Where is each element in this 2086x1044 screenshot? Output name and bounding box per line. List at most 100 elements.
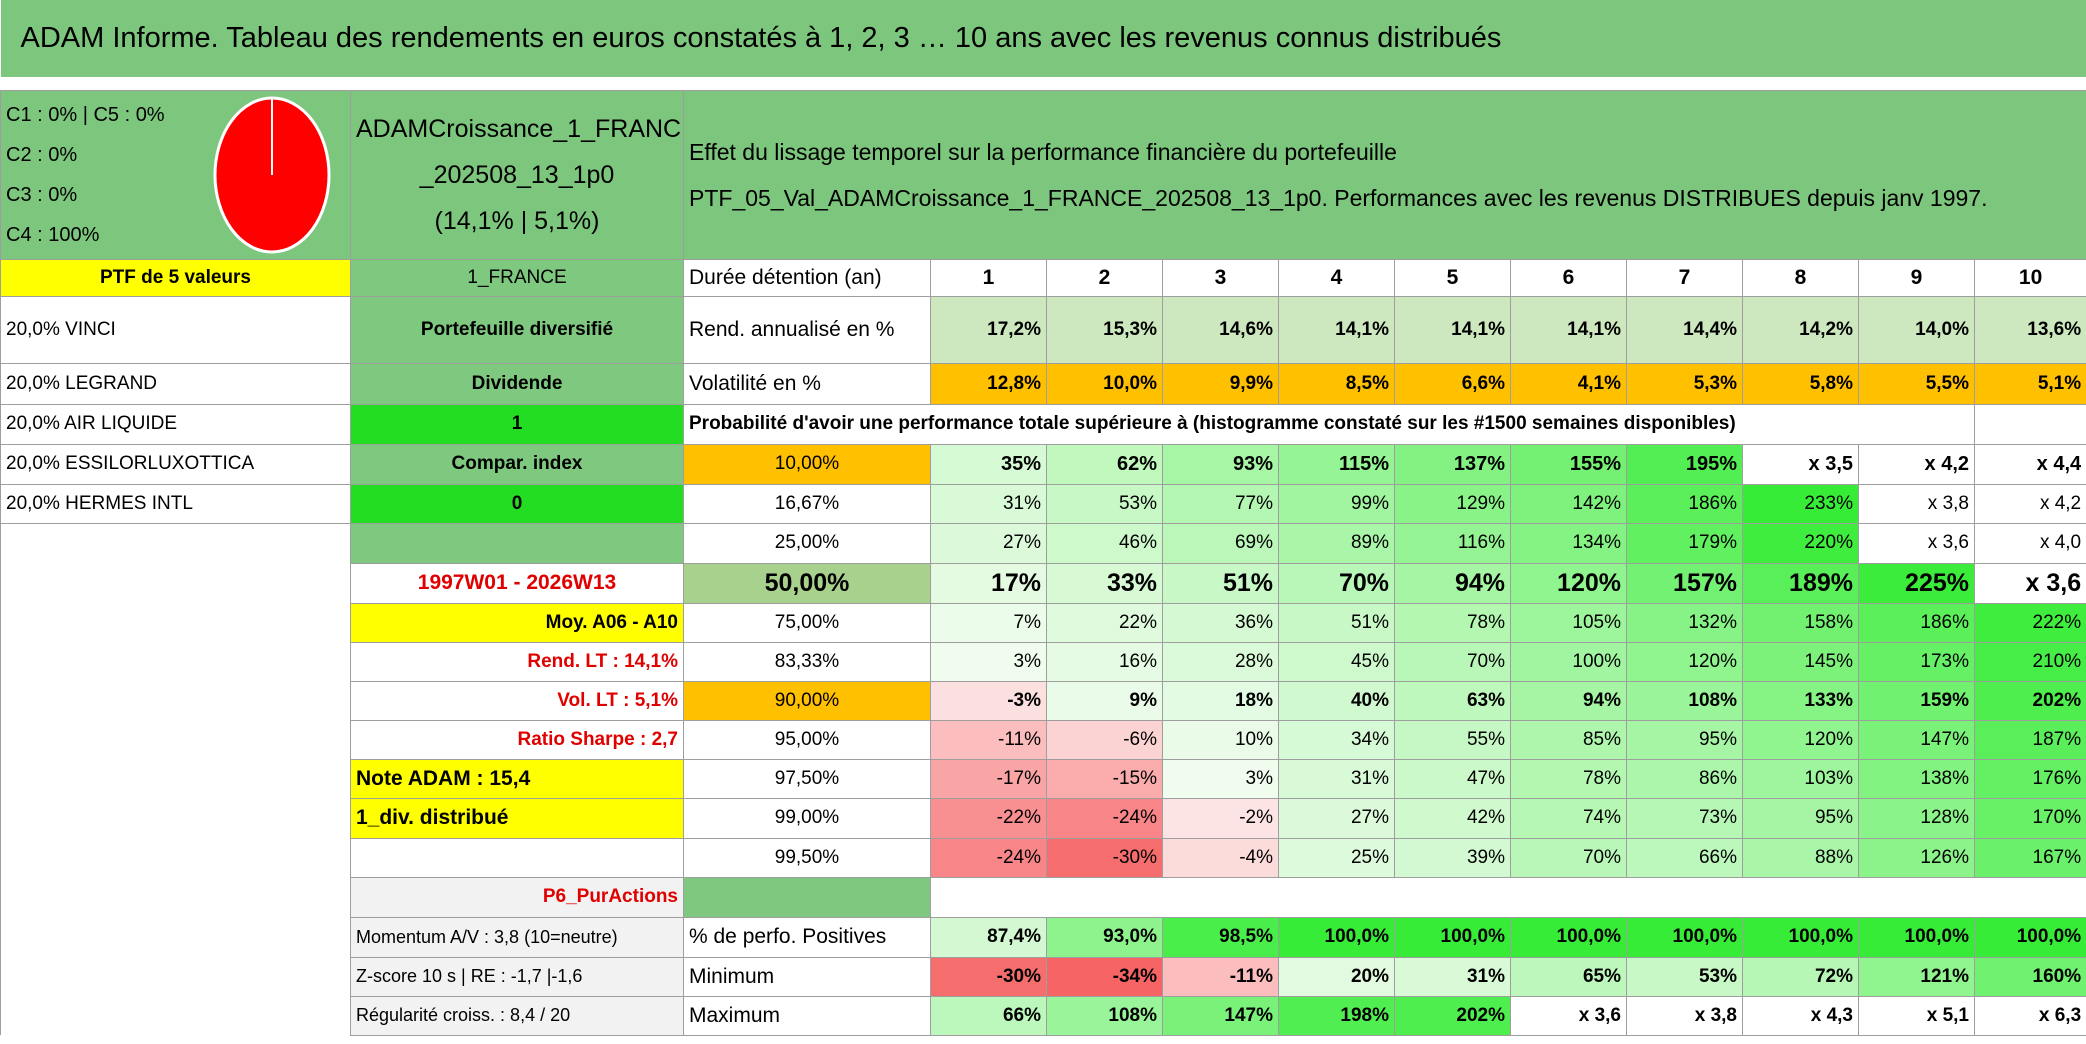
value-cell: 134% xyxy=(1510,522,1627,564)
label-cell xyxy=(683,876,931,918)
value-cell: 87,4% xyxy=(930,916,1047,958)
value-cell: 7 xyxy=(1626,258,1743,297)
allocation: C1 : 0% | C5 : 0% C2 : 0% C3 : 0% C4 : 1… xyxy=(0,89,351,260)
holding-cell: 20,0% HERMES INTL xyxy=(0,483,351,524)
value-cell: 10 xyxy=(1973,258,2086,297)
holding-cell xyxy=(0,720,351,759)
info-cell: Moy. A06 - A10 xyxy=(350,602,684,643)
allocation-line: C4 : 100% xyxy=(6,223,100,246)
value-cell: 220% xyxy=(1742,522,1859,564)
value-cell: 17% xyxy=(930,562,1047,604)
label-cell: Minimum xyxy=(683,956,931,997)
holding-cell xyxy=(0,798,351,838)
label-cell: 97,50% xyxy=(683,758,931,799)
table-row: Note ADAM : 15,4 97,50% -17% -15% 3% 31% 47% 78… xyxy=(0,758,2086,799)
info-cell: 1_FRANCE xyxy=(350,258,684,297)
value-cell: 14,4% xyxy=(1626,295,1743,364)
value-cell: 198% xyxy=(1278,995,1395,1036)
value-cell: 133% xyxy=(1742,680,1859,721)
value-cell: x 4,2 xyxy=(1973,483,2086,524)
value-cell: 98,5% xyxy=(1162,916,1279,958)
label-cell: Volatilité en % xyxy=(683,362,931,405)
value-cell: 25% xyxy=(1278,837,1395,878)
label-cell: 99,00% xyxy=(683,797,931,839)
label-cell: 75,00% xyxy=(683,602,931,643)
table-row: 20,0% LEGRAND Dividende Volatilité en % 12,… xyxy=(0,362,2086,405)
table-row: 99,50% -24% -30% -4% 25% 39% 70% 66% 88% 126% 167% xyxy=(0,837,2086,878)
info-cell: Note ADAM : 15,4 xyxy=(350,758,684,799)
value-cell: 173% xyxy=(1858,641,1975,682)
value-cell: 18% xyxy=(1162,680,1279,721)
holding-cell: 20,0% AIR LIQUIDE xyxy=(0,403,351,445)
value-cell: 1 xyxy=(930,258,1047,297)
info-cell: Momentum A/V : 3,8 (10=neutre) xyxy=(350,916,684,958)
value-cell: x 3,6 xyxy=(1973,562,2086,604)
info-cell: P6_PurActions xyxy=(350,876,684,918)
table-row: 20,0% ESSILORLUXOTTICA Compar. index 10,00… xyxy=(0,443,2086,485)
value-cell: 70% xyxy=(1510,837,1627,878)
info-cell: Vol. LT : 5,1% xyxy=(350,680,684,721)
value-cell: 8 xyxy=(1742,258,1859,297)
value-cell: 195% xyxy=(1626,443,1743,485)
info-cell xyxy=(350,837,684,878)
allocation-line: C1 : 0% | C5 : 0% xyxy=(6,103,165,126)
value-cell: x 5,1 xyxy=(1858,995,1975,1036)
value-cell: 3% xyxy=(1162,758,1279,799)
value-cell: -30% xyxy=(930,956,1047,997)
value-cell: 27% xyxy=(1278,797,1395,839)
value-cell: 78% xyxy=(1510,758,1627,799)
value-cell: -6% xyxy=(1046,719,1163,760)
label-cell: 95,00% xyxy=(683,719,931,760)
value-cell: 93% xyxy=(1162,443,1279,485)
value-cell: 129% xyxy=(1394,483,1511,524)
value-cell: 88% xyxy=(1742,837,1859,878)
value-cell: 160% xyxy=(1973,956,2086,997)
header-row: C1 : 0% | C5 : 0% C2 : 0% C3 : 0% C4 : 1… xyxy=(0,89,2086,260)
holding-cell: PTF de 5 valeurs xyxy=(0,258,351,297)
table-row: P6_PurActions xyxy=(0,876,2086,918)
value-cell: -4% xyxy=(1162,837,1279,878)
value-cell: 202% xyxy=(1394,995,1511,1036)
value-cell: 77% xyxy=(1162,483,1279,524)
value-cell: 6,6% xyxy=(1394,362,1511,405)
value-cell: x 6,3 xyxy=(1973,995,2086,1036)
value-cell: 93,0% xyxy=(1046,916,1163,958)
description-line: Effet du lissage temporel sur la perform… xyxy=(689,138,1397,165)
value-cell: 100,0% xyxy=(1858,916,1975,958)
label-cell: 83,33% xyxy=(683,641,931,682)
info-cell: Z-score 10 s | RE : -1,7 |-1,6 xyxy=(350,956,684,997)
value-cell: x 3,8 xyxy=(1626,995,1743,1036)
value-cell: 10% xyxy=(1162,719,1279,760)
value-cell: 137% xyxy=(1394,443,1511,485)
portfolio-line: ADAMCroissance_1_FRANCE xyxy=(356,114,684,143)
value-cell: 66% xyxy=(930,995,1047,1036)
value-cell: 55% xyxy=(1394,719,1511,760)
label-cell: 90,00% xyxy=(683,680,931,721)
table-row: 25,00% 27% 46% 69% 89% 116% 134% 179% 220% x 3,6 x… xyxy=(0,522,2086,564)
value-cell: 157% xyxy=(1626,562,1743,604)
value-cell: 70% xyxy=(1278,562,1395,604)
value-cell: 95% xyxy=(1742,797,1859,839)
table-row: PTF de 5 valeurs 1_FRANCE Durée détention … xyxy=(0,258,2086,297)
value-cell: 31% xyxy=(1394,956,1511,997)
value-cell: 189% xyxy=(1742,562,1859,604)
value-cell: 53% xyxy=(1626,956,1743,997)
value-cell: 5,1% xyxy=(1973,362,2086,405)
holding-cell xyxy=(0,603,351,642)
value-cell: 100,0% xyxy=(1278,916,1395,958)
info-cell: Portefeuille diversifié xyxy=(350,295,684,364)
holding-cell: 20,0% LEGRAND xyxy=(0,362,351,405)
table-row: 1_div. distribué 99,00% -22% -24% -2% 27% 42% 7… xyxy=(0,797,2086,839)
value-cell: 14,1% xyxy=(1510,295,1627,364)
value-cell: 170% xyxy=(1973,797,2086,839)
label-cell: Maximum xyxy=(683,995,931,1036)
label-cell: 10,00% xyxy=(683,443,931,485)
portfolio-line: (14,1% | 5,1%) xyxy=(434,206,600,235)
holding-cell xyxy=(0,523,351,563)
value-cell: 147% xyxy=(1162,995,1279,1036)
value-cell: 138% xyxy=(1858,758,1975,799)
value-cell: -30% xyxy=(1046,837,1163,878)
value-cell: 9% xyxy=(1046,680,1163,721)
label-cell: 25,00% xyxy=(683,522,931,564)
